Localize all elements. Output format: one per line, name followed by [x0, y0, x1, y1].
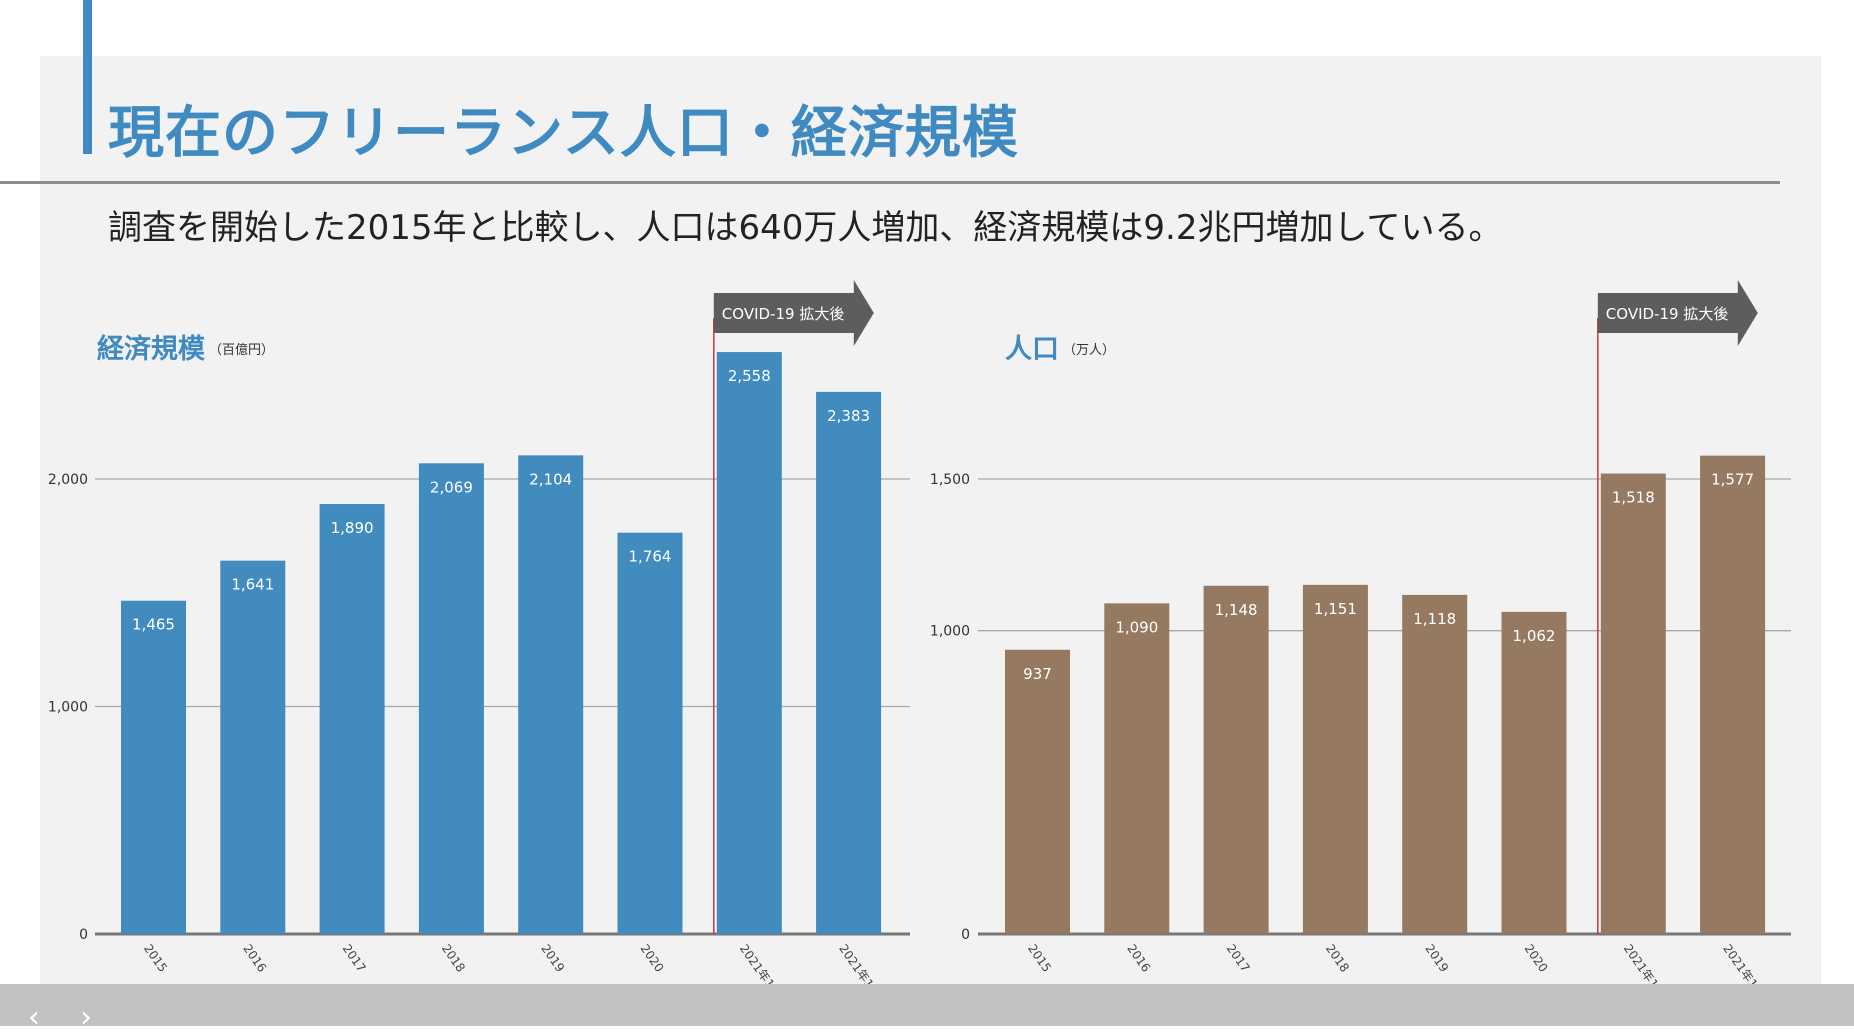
y-tick-label: 2,000 [48, 472, 88, 488]
chart-title: 経済規模 [97, 333, 205, 365]
viewer-toolbar [0, 984, 1854, 1026]
x-tick-label: 2020 [1522, 942, 1551, 975]
bar-value-label: 1,118 [1413, 610, 1456, 628]
x-tick-label: 2015 [141, 942, 170, 975]
bar [1600, 473, 1666, 934]
x-tick-label: 2016 [1124, 942, 1153, 975]
y-tick-label: 0 [961, 927, 970, 943]
x-tick-label: 2020 [638, 942, 667, 975]
bar-value-label: 1,518 [1612, 489, 1655, 507]
bar-value-label: 1,062 [1513, 627, 1556, 645]
bar-value-label: 1,641 [231, 576, 274, 594]
x-tick-label: 2017 [1224, 942, 1253, 975]
covid-arrow-icon [1597, 280, 1758, 346]
bar [1005, 649, 1070, 934]
bar [716, 352, 782, 934]
y-tick-label: 1,500 [930, 472, 970, 488]
bar [617, 532, 683, 934]
prev-arrow-icon[interactable]: ‹ [28, 1000, 40, 1035]
bar-value-label: 2,069 [430, 478, 473, 496]
bar [220, 560, 286, 934]
y-tick-label: 0 [79, 927, 88, 943]
chart-title: 人口 [1005, 334, 1059, 365]
bar-value-label: 2,558 [728, 367, 771, 385]
title-accent-bar [83, 0, 92, 154]
bar [1104, 603, 1170, 934]
chart-unit: （万人） [1063, 343, 1115, 358]
x-tick-label: 2019 [1422, 942, 1451, 975]
page-title: 現在のフリーランス人口・経済規模 [108, 101, 1019, 166]
page-subtitle: 調査を開始した2015年と比較し、人口は640万人増加、経済規模は9.2兆円増加… [108, 208, 1503, 248]
covid-annotation: COVID-19 拡大後 [1606, 305, 1729, 323]
x-tick-label: 2017 [340, 942, 369, 975]
x-tick-label: 2018 [439, 942, 468, 975]
bar-value-label: 2,104 [529, 470, 572, 488]
bar [1700, 455, 1766, 934]
bar [1203, 585, 1269, 934]
bar-value-label: 2,383 [827, 407, 870, 425]
bar-value-label: 1,890 [331, 519, 374, 537]
bar [816, 391, 882, 934]
x-tick-label: 2019 [538, 942, 567, 975]
bar [121, 600, 186, 934]
divider [0, 181, 1780, 184]
bar [1501, 611, 1567, 934]
bar-value-label: 1,465 [132, 616, 175, 634]
bar [319, 504, 385, 934]
bar-value-label: 1,148 [1215, 601, 1258, 619]
bar [1302, 584, 1368, 934]
y-tick-label: 1,000 [930, 624, 970, 640]
x-tick-label: 2016 [240, 942, 269, 975]
next-arrow-icon[interactable]: › [80, 1000, 92, 1035]
covid-annotation: COVID-19 拡大後 [722, 305, 845, 323]
covid-arrow-icon [713, 280, 874, 346]
bar-value-label: 1,090 [1115, 618, 1158, 636]
bar [1402, 594, 1468, 934]
bar [418, 463, 484, 934]
x-tick-label: 2018 [1323, 942, 1352, 975]
bar-value-label: 1,764 [629, 548, 672, 566]
bar [518, 455, 584, 934]
x-tick-label: 2015 [1025, 942, 1054, 975]
bar-value-label: 1,151 [1314, 600, 1357, 618]
bar-value-label: 1,577 [1711, 471, 1754, 489]
bar-value-label: 937 [1023, 665, 1052, 683]
chart-unit: （百億円） [209, 342, 274, 358]
y-tick-label: 1,000 [48, 700, 88, 716]
